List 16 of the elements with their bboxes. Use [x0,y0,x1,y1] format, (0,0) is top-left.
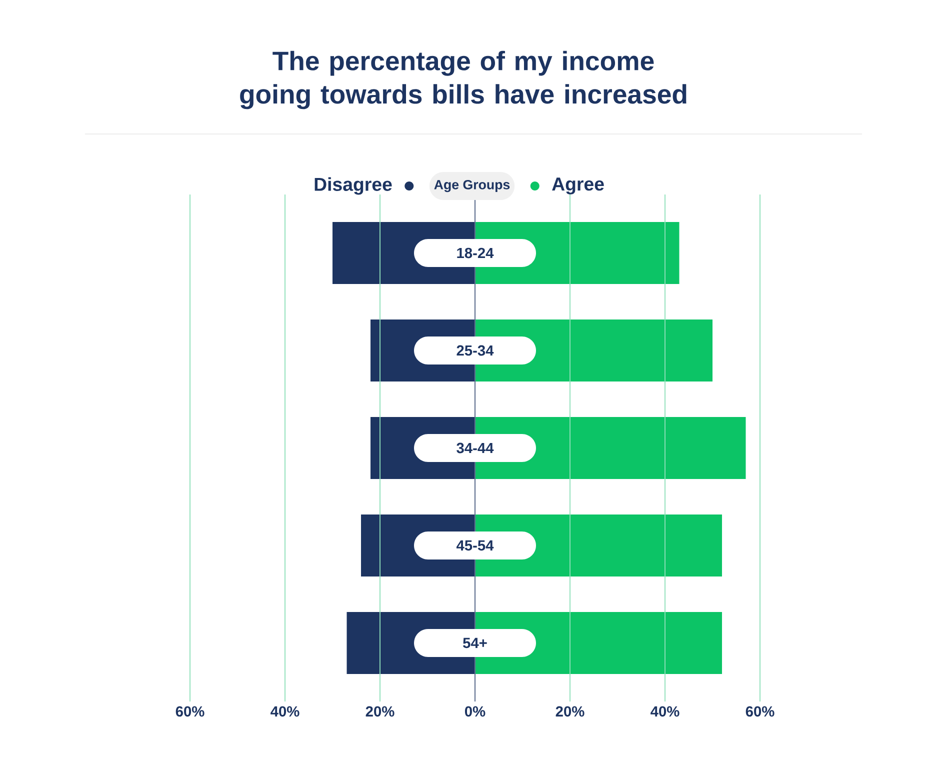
x-tick-label: 60% [176,706,204,717]
x-tick-label: 60% [746,706,774,717]
legend-label: Agree [552,178,604,194]
x-tick-label: 20% [366,706,394,717]
x-tick-label: 40% [270,706,300,717]
chart-title: The percentage of my income going towards bills have increased [240,50,686,110]
y-tick-label: 25-34 [456,345,494,356]
legend-title: Age Groups [434,180,510,192]
x-tick-label: 20% [556,706,584,717]
y-tick-label: 45-54 [456,540,494,551]
y-tick-label: 54+ [463,638,487,648]
x-tick-label: 0% [464,706,486,717]
y-tick-label: 18-24 [457,248,494,258]
y-tick-label: 34-44 [456,442,494,454]
series-label: Disagree [314,177,392,195]
x-tick-label: 40% [650,706,680,717]
